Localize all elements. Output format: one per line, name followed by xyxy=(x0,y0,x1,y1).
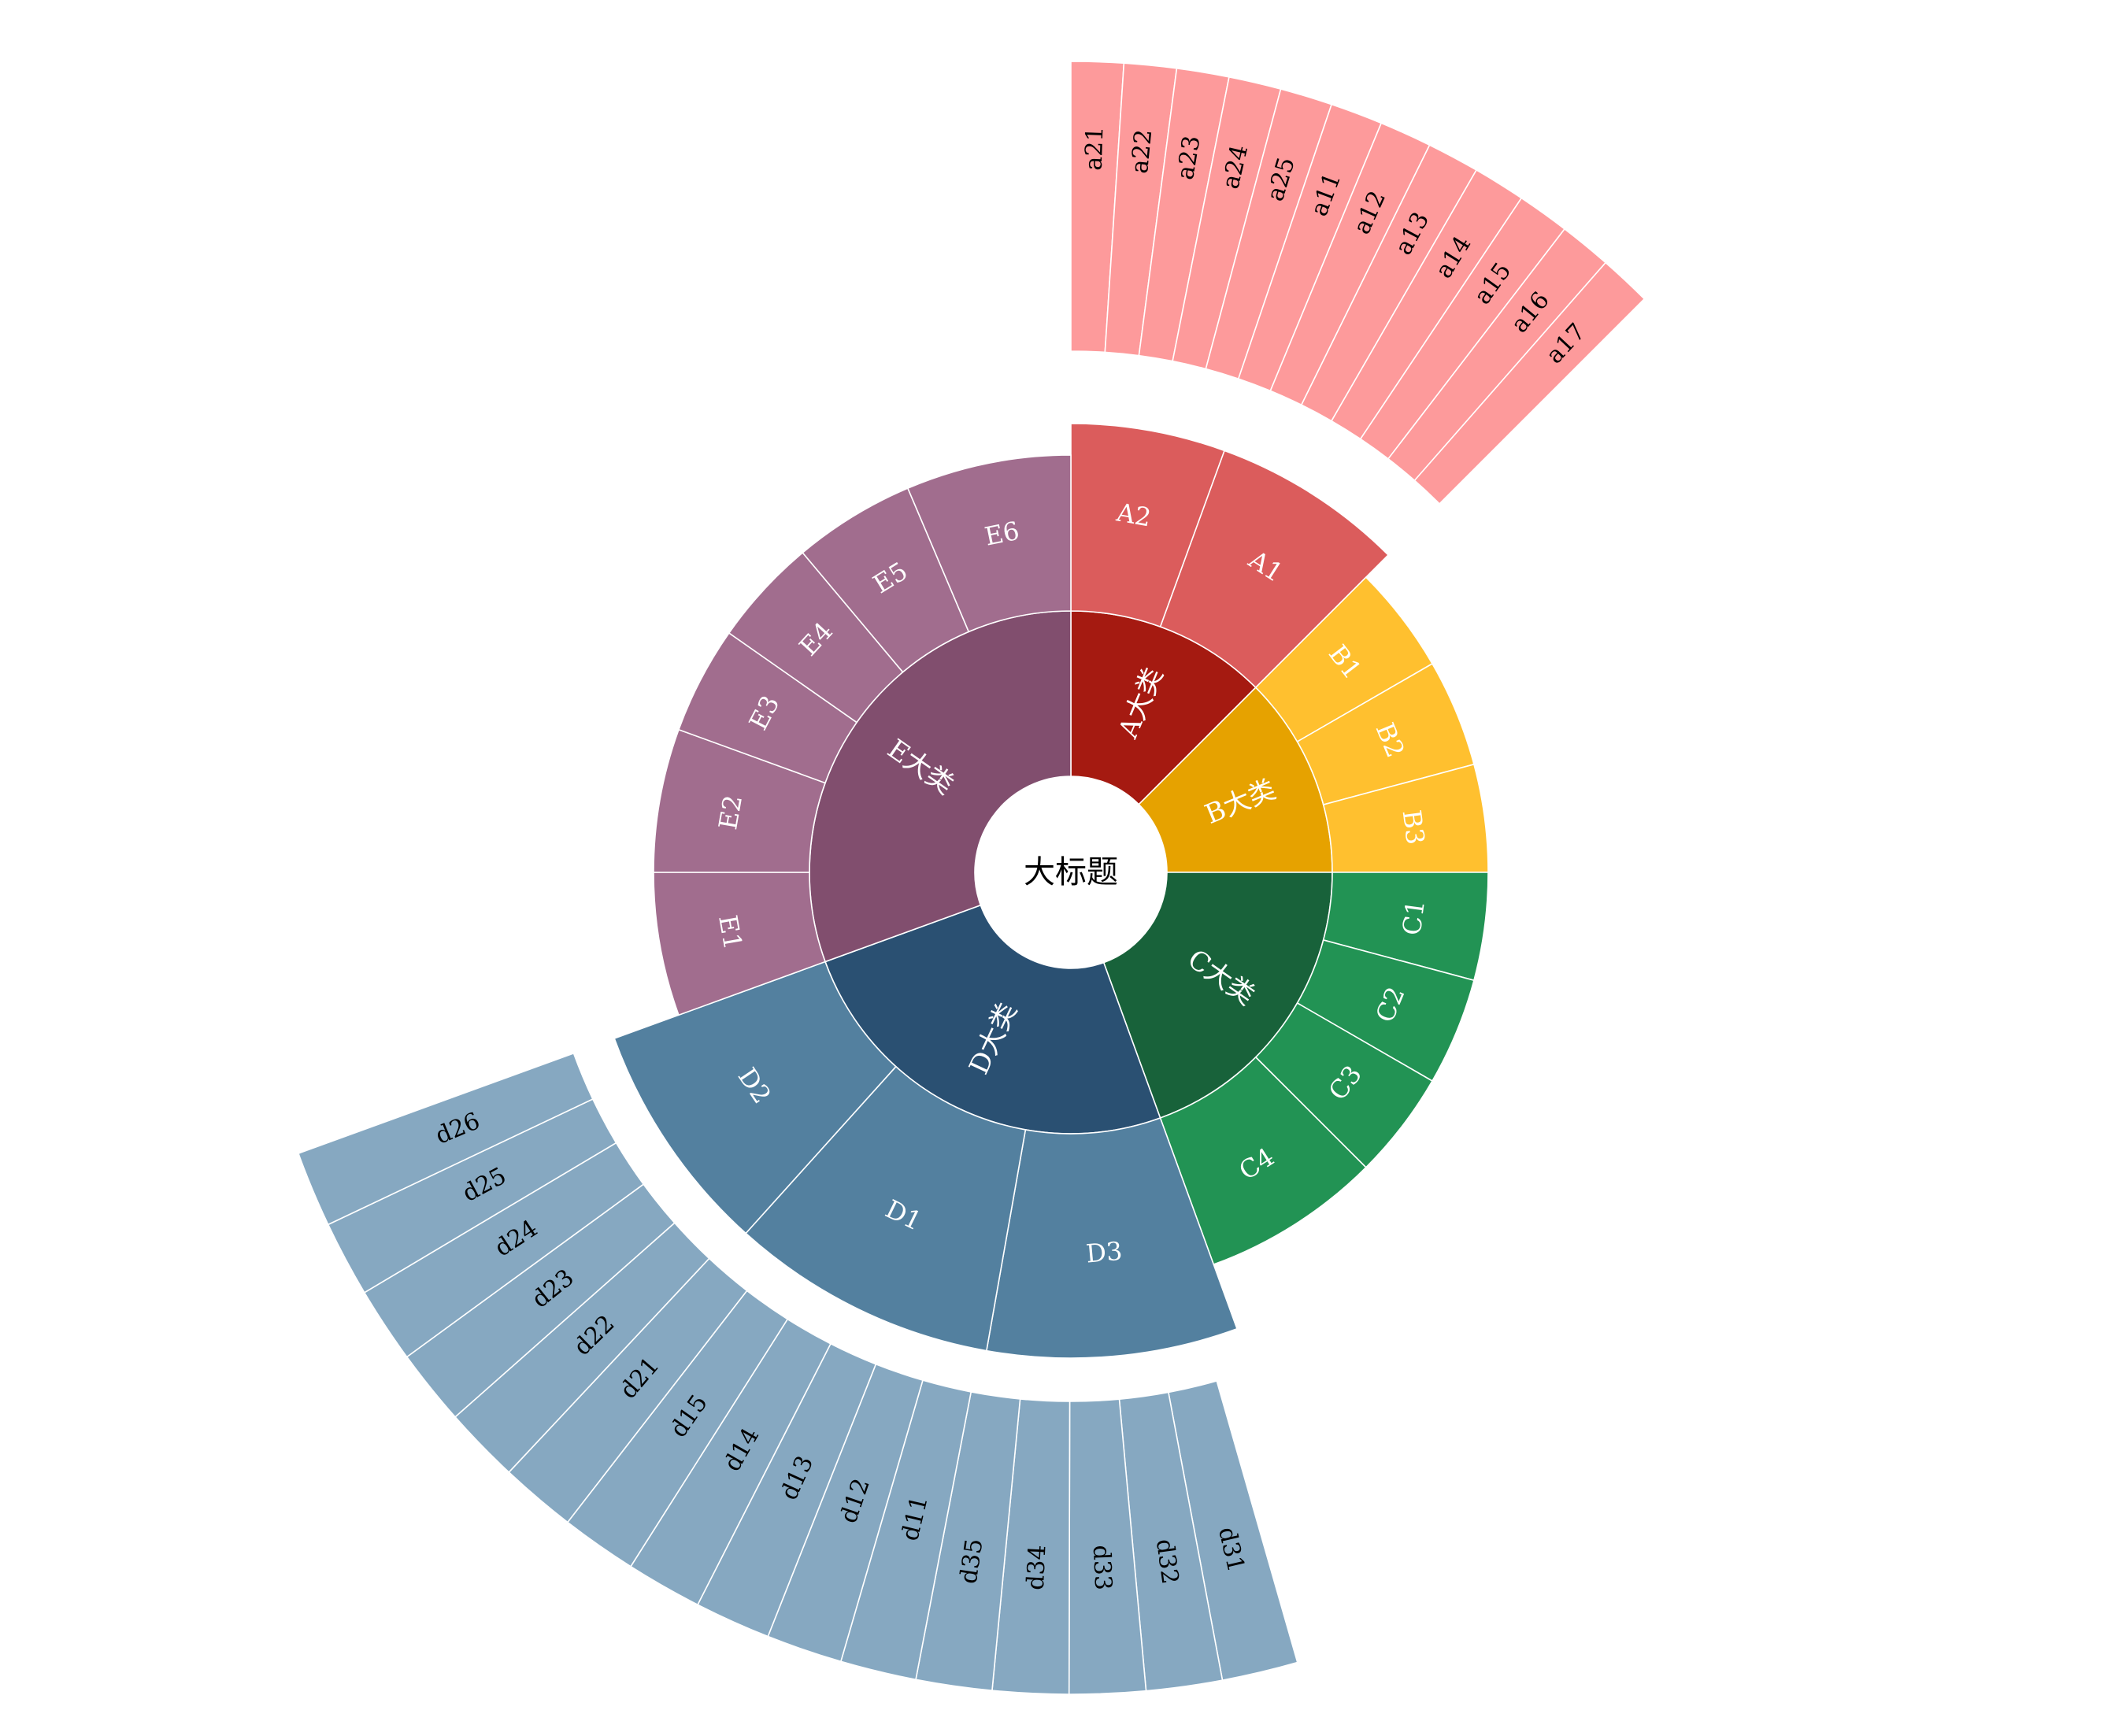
middle-sector-a1 xyxy=(1159,450,1390,689)
outer-label-d34: d34 xyxy=(1022,1544,1052,1590)
middle-sector-d2 xyxy=(613,961,897,1234)
middle-label-e2: E2 xyxy=(713,793,748,832)
outer-label-a22: a22 xyxy=(1126,128,1157,175)
outer-label-d33: d33 xyxy=(1087,1545,1117,1591)
outer-ring xyxy=(297,61,1646,1695)
middle-sector-a2 xyxy=(1070,423,1225,628)
outer-sector-d26 xyxy=(297,1052,594,1226)
center-hole xyxy=(975,776,1167,968)
outer-label-d35: d35 xyxy=(955,1537,989,1586)
chart-title: 大标题 xyxy=(1024,854,1118,890)
middle-label-e1: E1 xyxy=(713,912,748,952)
middle-label-a2: A2 xyxy=(1113,497,1153,532)
middle-sector-e6 xyxy=(906,454,1072,633)
middle-label-e6: E6 xyxy=(982,516,1021,552)
middle-label-b3: B3 xyxy=(1397,808,1431,846)
outer-label-a21: a21 xyxy=(1080,126,1109,171)
outer-label-d32: d32 xyxy=(1150,1538,1184,1586)
middle-label-c1: C1 xyxy=(1396,898,1431,937)
middle-label-d3: D3 xyxy=(1085,1236,1124,1269)
outer-sector-a17 xyxy=(1413,261,1646,505)
middle-ring xyxy=(613,423,1489,1359)
